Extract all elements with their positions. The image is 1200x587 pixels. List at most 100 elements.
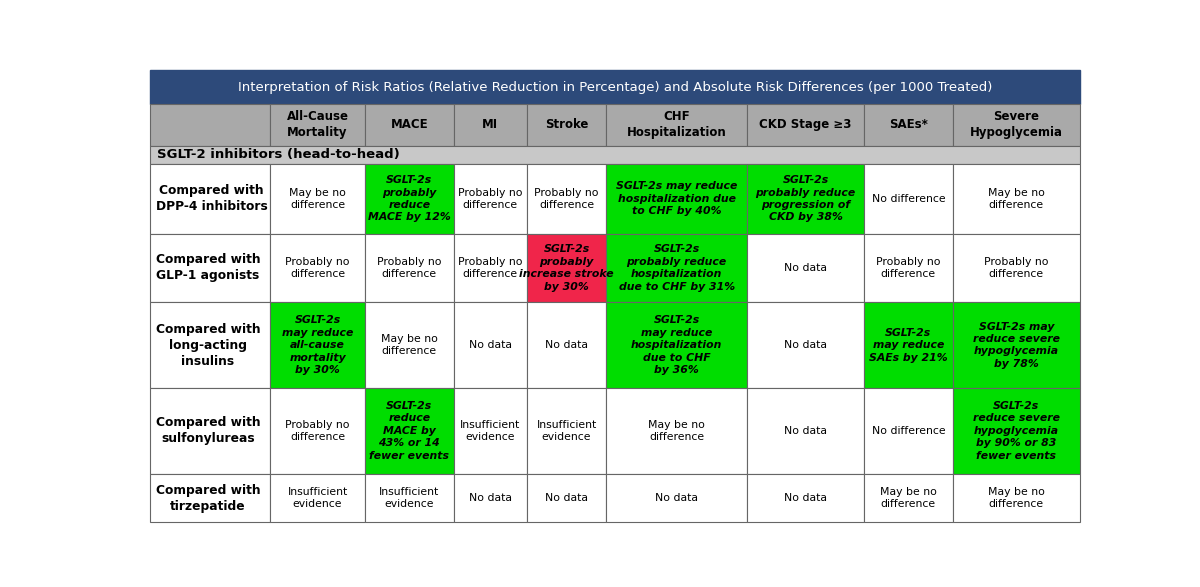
FancyBboxPatch shape	[746, 234, 864, 302]
Text: Compared with
DPP-4 inhibitors: Compared with DPP-4 inhibitors	[156, 184, 268, 213]
FancyBboxPatch shape	[365, 164, 454, 234]
FancyBboxPatch shape	[527, 388, 606, 474]
FancyBboxPatch shape	[953, 164, 1080, 234]
Text: No data: No data	[784, 426, 827, 436]
FancyBboxPatch shape	[864, 104, 953, 146]
FancyBboxPatch shape	[606, 164, 746, 234]
Text: Probably no
difference: Probably no difference	[984, 257, 1049, 279]
Text: CHF
Hospitalization: CHF Hospitalization	[626, 110, 726, 139]
Text: Probably no
difference: Probably no difference	[377, 257, 442, 279]
Text: No difference: No difference	[871, 426, 946, 436]
FancyBboxPatch shape	[606, 474, 746, 522]
FancyBboxPatch shape	[454, 104, 527, 146]
FancyBboxPatch shape	[746, 388, 864, 474]
Text: No data: No data	[469, 493, 511, 503]
Text: May be no
difference: May be no difference	[988, 188, 1045, 210]
FancyBboxPatch shape	[864, 474, 953, 522]
FancyBboxPatch shape	[150, 388, 270, 474]
Text: SGLT-2s
reduce severe
hypoglycemia
by 90% or 83
fewer events: SGLT-2s reduce severe hypoglycemia by 90…	[973, 401, 1060, 461]
FancyBboxPatch shape	[746, 104, 864, 146]
FancyBboxPatch shape	[953, 104, 1080, 146]
FancyBboxPatch shape	[454, 388, 527, 474]
Text: Probably no
difference: Probably no difference	[286, 257, 350, 279]
FancyBboxPatch shape	[953, 234, 1080, 302]
FancyBboxPatch shape	[864, 234, 953, 302]
Text: CKD Stage ≥3: CKD Stage ≥3	[760, 118, 852, 131]
Text: MI: MI	[482, 118, 498, 131]
FancyBboxPatch shape	[606, 388, 746, 474]
Text: Compared with
tirzepatide: Compared with tirzepatide	[156, 484, 260, 512]
FancyBboxPatch shape	[150, 70, 1080, 104]
FancyBboxPatch shape	[953, 474, 1080, 522]
Text: May be no
difference: May be no difference	[988, 487, 1045, 510]
Text: No data: No data	[784, 340, 827, 350]
Text: MACE: MACE	[390, 118, 428, 131]
FancyBboxPatch shape	[150, 474, 270, 522]
Text: SGLT-2s may
reduce severe
hypoglycemia
by 78%: SGLT-2s may reduce severe hypoglycemia b…	[973, 322, 1060, 369]
Text: Insufficient
evidence: Insufficient evidence	[379, 487, 439, 510]
FancyBboxPatch shape	[606, 234, 746, 302]
FancyBboxPatch shape	[527, 104, 606, 146]
Text: SAEs*: SAEs*	[889, 118, 928, 131]
Text: SGLT-2s
reduce
MACE by
43% or 14
fewer events: SGLT-2s reduce MACE by 43% or 14 fewer e…	[370, 401, 449, 461]
FancyBboxPatch shape	[454, 234, 527, 302]
Text: May be no
difference: May be no difference	[648, 420, 706, 442]
Text: Insufficient
evidence: Insufficient evidence	[536, 420, 596, 442]
Text: May be no
difference: May be no difference	[380, 334, 438, 356]
FancyBboxPatch shape	[365, 234, 454, 302]
FancyBboxPatch shape	[150, 302, 270, 388]
Text: Stroke: Stroke	[545, 118, 588, 131]
Text: Probably no
difference: Probably no difference	[458, 257, 522, 279]
Text: Interpretation of Risk Ratios (Relative Reduction in Percentage) and Absolute Ri: Interpretation of Risk Ratios (Relative …	[238, 80, 992, 94]
FancyBboxPatch shape	[454, 474, 527, 522]
FancyBboxPatch shape	[270, 302, 365, 388]
FancyBboxPatch shape	[270, 234, 365, 302]
Text: No data: No data	[545, 493, 588, 503]
FancyBboxPatch shape	[270, 388, 365, 474]
Text: Compared with
sulfonylureas: Compared with sulfonylureas	[156, 416, 260, 446]
FancyBboxPatch shape	[746, 164, 864, 234]
FancyBboxPatch shape	[150, 164, 270, 234]
Text: Probably no
difference: Probably no difference	[534, 188, 599, 210]
FancyBboxPatch shape	[953, 302, 1080, 388]
Text: SGLT-2s
probably reduce
hospitalization
due to CHF by 31%: SGLT-2s probably reduce hospitalization …	[618, 244, 734, 292]
FancyBboxPatch shape	[150, 234, 270, 302]
FancyBboxPatch shape	[270, 104, 365, 146]
Text: Probably no
difference: Probably no difference	[458, 188, 522, 210]
Text: Probably no
difference: Probably no difference	[286, 420, 350, 442]
Text: No data: No data	[784, 263, 827, 273]
FancyBboxPatch shape	[150, 146, 1080, 164]
FancyBboxPatch shape	[365, 474, 454, 522]
Text: Severe
Hypoglycemia: Severe Hypoglycemia	[970, 110, 1063, 139]
FancyBboxPatch shape	[365, 104, 454, 146]
FancyBboxPatch shape	[454, 302, 527, 388]
Text: Insufficient
evidence: Insufficient evidence	[288, 487, 348, 510]
Text: SGLT-2s may reduce
hospitalization due
to CHF by 40%: SGLT-2s may reduce hospitalization due t…	[616, 181, 737, 216]
Text: SGLT-2s
may reduce
SAEs by 21%: SGLT-2s may reduce SAEs by 21%	[869, 328, 948, 363]
FancyBboxPatch shape	[746, 302, 864, 388]
Text: SGLT-2s
may reduce
all-cause
mortality
by 30%: SGLT-2s may reduce all-cause mortality b…	[282, 315, 353, 375]
Text: Probably no
difference: Probably no difference	[876, 257, 941, 279]
Text: May be no
difference: May be no difference	[880, 487, 937, 510]
Text: SGLT-2s
probably reduce
progression of
CKD by 38%: SGLT-2s probably reduce progression of C…	[755, 176, 856, 222]
Text: All-Cause
Mortality: All-Cause Mortality	[287, 110, 348, 139]
FancyBboxPatch shape	[527, 164, 606, 234]
FancyBboxPatch shape	[527, 474, 606, 522]
FancyBboxPatch shape	[527, 302, 606, 388]
Text: SGLT-2 inhibitors (head-to-head): SGLT-2 inhibitors (head-to-head)	[157, 149, 400, 161]
Text: Compared with
GLP-1 agonists: Compared with GLP-1 agonists	[156, 254, 260, 282]
Text: No data: No data	[545, 340, 588, 350]
Text: SGLT-2s
probably
reduce
MACE by 12%: SGLT-2s probably reduce MACE by 12%	[368, 176, 451, 222]
Text: Compared with
long-acting
insulins: Compared with long-acting insulins	[156, 323, 260, 367]
FancyBboxPatch shape	[270, 164, 365, 234]
FancyBboxPatch shape	[864, 388, 953, 474]
Text: No difference: No difference	[871, 194, 946, 204]
FancyBboxPatch shape	[864, 302, 953, 388]
FancyBboxPatch shape	[606, 104, 746, 146]
FancyBboxPatch shape	[454, 164, 527, 234]
FancyBboxPatch shape	[270, 474, 365, 522]
Text: SGLT-2s
may reduce
hospitalization
due to CHF
by 36%: SGLT-2s may reduce hospitalization due t…	[631, 315, 722, 375]
Text: No data: No data	[469, 340, 511, 350]
FancyBboxPatch shape	[606, 302, 746, 388]
Text: No data: No data	[655, 493, 698, 503]
